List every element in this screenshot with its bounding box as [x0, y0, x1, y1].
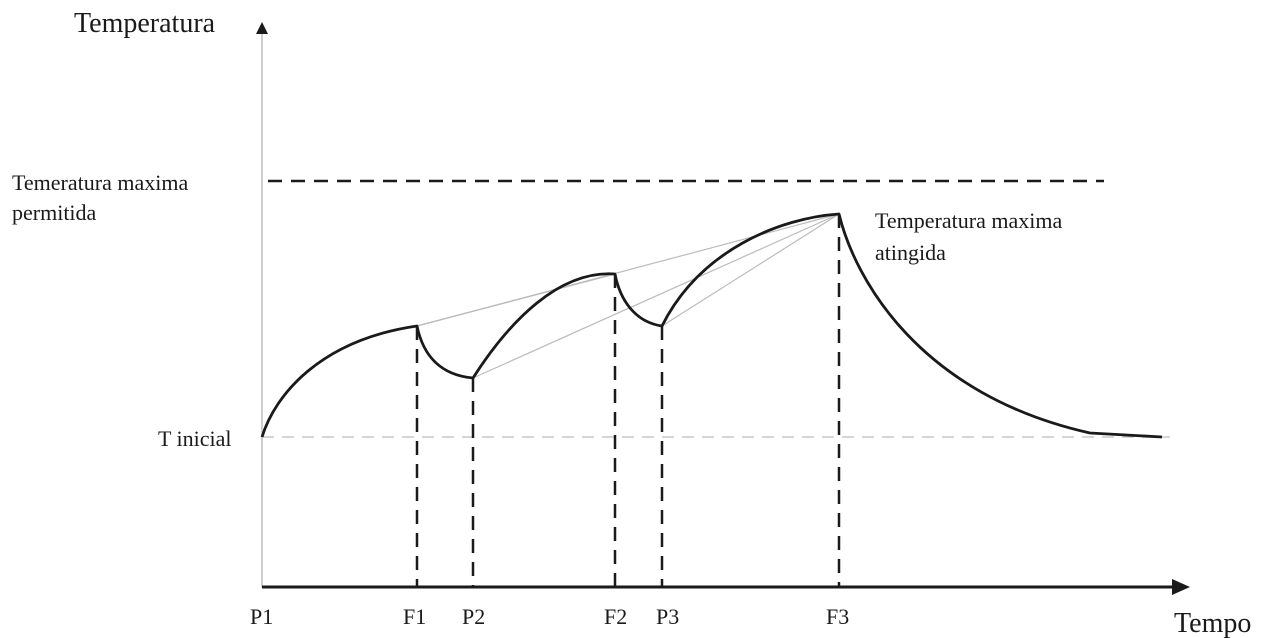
- time-mark-f3: F3: [826, 604, 849, 629]
- max-reached-label-line2: atingida: [875, 240, 946, 265]
- time-mark-p1: P1: [250, 604, 273, 629]
- guide-line-p3-f3: [661, 213, 840, 327]
- guide-line-f1-f3: [416, 213, 840, 327]
- time-mark-p3: P3: [656, 604, 679, 629]
- y-axis-arrow-icon: [256, 22, 268, 34]
- max-reached-label-line1: Temperatura maxima: [875, 208, 1062, 233]
- max-allowed-label-line2: permitida: [12, 200, 97, 225]
- temperature-curve: [260, 212, 1163, 439]
- time-mark-f2: F2: [604, 604, 627, 629]
- time-mark-p2: P2: [462, 604, 485, 629]
- initial-temperature-label: T inicial: [158, 426, 232, 451]
- y-axis-title: Temperatura: [74, 8, 216, 39]
- x-axis-title: Tempo: [1174, 608, 1251, 638]
- x-axis-arrow-icon: [1172, 579, 1190, 595]
- max-allowed-label-line1: Temeratura maxima: [12, 170, 188, 195]
- guide-line-p2-f3: [472, 213, 840, 379]
- time-mark-f1: F1: [403, 604, 426, 629]
